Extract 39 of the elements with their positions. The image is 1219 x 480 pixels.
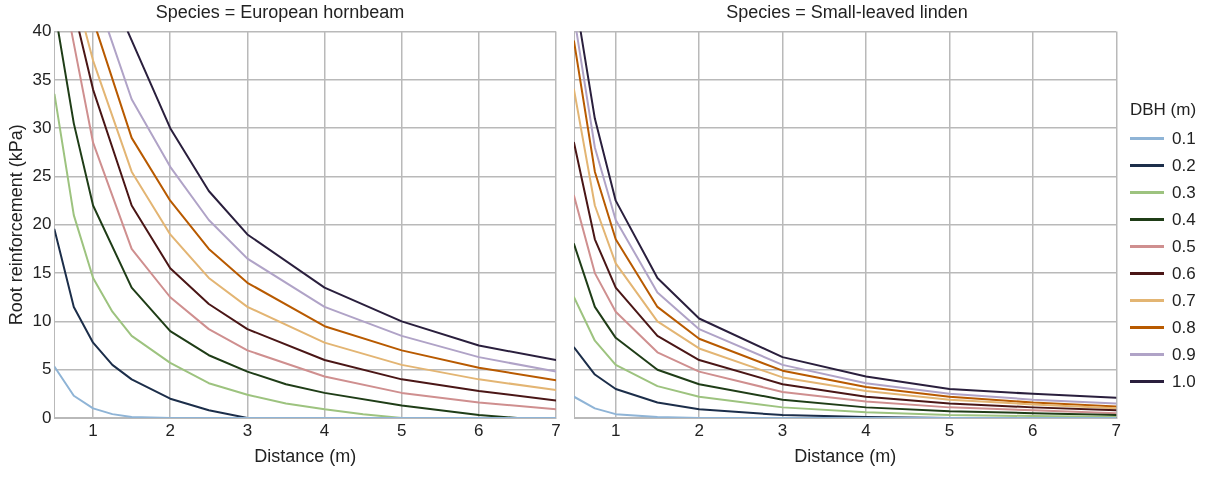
legend-label: 0.3 xyxy=(1172,182,1196,203)
x-axis-title: Distance (m) xyxy=(794,446,897,467)
x-tick-label: 5 xyxy=(396,420,407,440)
x-tick-label: 4 xyxy=(861,420,871,440)
y-tick-label: 30 xyxy=(32,117,52,137)
x-tick-label: 6 xyxy=(1028,420,1038,440)
y-tick-label: 25 xyxy=(32,166,52,186)
x-tick-label: 5 xyxy=(944,420,955,440)
legend-title: DBH (m) xyxy=(1130,99,1197,121)
legend-label: 0.9 xyxy=(1172,344,1196,365)
x-tick-label: 3 xyxy=(777,420,788,440)
x-tick-label: 4 xyxy=(319,420,330,440)
x-tick-label: 6 xyxy=(474,420,484,440)
y-tick-label: 0 xyxy=(42,407,52,427)
y-tick-label: 10 xyxy=(32,311,52,331)
legend-label: 0.7 xyxy=(1172,290,1196,311)
x-tick-label: 7 xyxy=(551,420,561,440)
legend-label: 0.1 xyxy=(1172,128,1196,149)
y-axis-title: Root reinforcement (kPa) xyxy=(5,124,26,326)
x-tick-label: 7 xyxy=(1111,420,1122,440)
legend-label: 0.5 xyxy=(1172,236,1196,257)
legend-label: 0.8 xyxy=(1172,317,1196,338)
y-tick-label: 20 xyxy=(32,214,52,234)
y-tick-label: 40 xyxy=(32,21,52,41)
y-tick-label: 15 xyxy=(32,262,52,282)
legend-label: 0.4 xyxy=(1172,209,1196,230)
x-tick-label: 2 xyxy=(165,420,175,440)
chart-title: Species = Small-leaved linden xyxy=(726,1,968,22)
x-axis-title: Distance (m) xyxy=(254,446,357,467)
legend-label: 1.0 xyxy=(1172,371,1196,392)
x-tick-label: 3 xyxy=(242,420,253,440)
x-tick-label: 2 xyxy=(694,420,704,440)
y-tick-label: 5 xyxy=(42,359,52,379)
x-tick-label: 1 xyxy=(88,420,98,440)
legend-label: 0.6 xyxy=(1172,263,1196,284)
y-tick-label: 35 xyxy=(32,69,52,89)
chart-title: Species = European hornbeam xyxy=(155,1,405,22)
legend-label: 0.2 xyxy=(1172,155,1196,176)
x-tick-label: 1 xyxy=(610,420,621,440)
